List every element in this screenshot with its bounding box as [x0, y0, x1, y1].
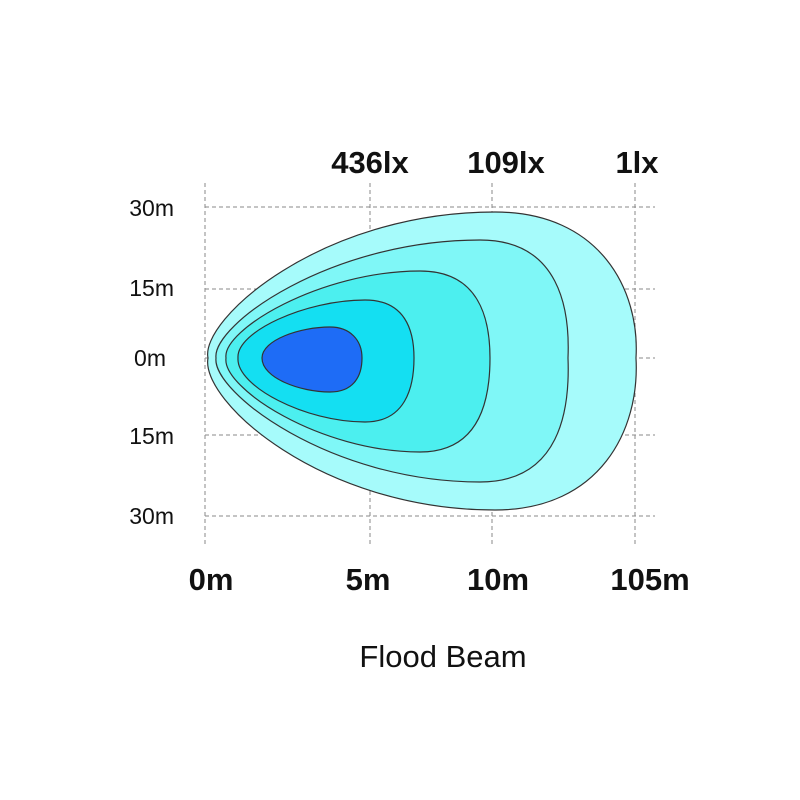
contours — [207, 211, 637, 511]
lux-label-109: 109lx — [467, 145, 545, 180]
x-tick-10m: 10m — [467, 562, 529, 597]
y-tick-0m: 0m — [134, 345, 166, 371]
y-tick-30m-top: 30m — [129, 195, 174, 221]
chart-title: Flood Beam — [359, 639, 526, 674]
x-tick-0m: 0m — [189, 562, 234, 597]
lux-label-436: 436lx — [331, 145, 409, 180]
y-tick-15m-top: 15m — [129, 275, 174, 301]
contour-level-5 — [261, 326, 363, 393]
x-tick-105m: 105m — [610, 562, 689, 597]
y-tick-15m-bottom: 15m — [129, 423, 174, 449]
lux-label-1: 1lx — [615, 145, 659, 180]
y-tick-30m-bottom: 30m — [129, 503, 174, 529]
x-tick-5m: 5m — [346, 562, 391, 597]
